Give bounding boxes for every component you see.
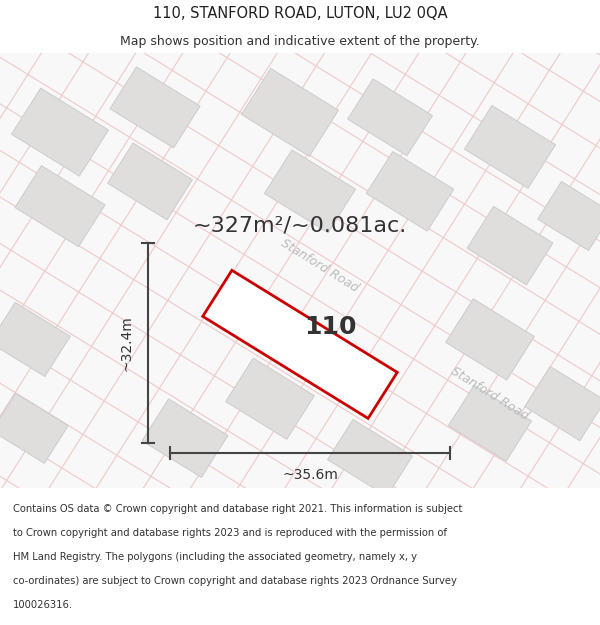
- Polygon shape: [15, 166, 105, 247]
- Text: 100026316.: 100026316.: [13, 600, 73, 610]
- Text: co-ordinates) are subject to Crown copyright and database rights 2023 Ordnance S: co-ordinates) are subject to Crown copyr…: [13, 576, 457, 586]
- Text: Map shows position and indicative extent of the property.: Map shows position and indicative extent…: [120, 35, 480, 48]
- Polygon shape: [446, 299, 535, 380]
- Text: 110: 110: [304, 314, 356, 339]
- Polygon shape: [242, 68, 338, 156]
- Polygon shape: [107, 143, 193, 220]
- Text: Stanford Road: Stanford Road: [279, 236, 361, 294]
- Text: ~32.4m: ~32.4m: [119, 315, 133, 371]
- Text: HM Land Registry. The polygons (including the associated geometry, namely x, y: HM Land Registry. The polygons (includin…: [13, 552, 417, 562]
- Polygon shape: [265, 150, 356, 232]
- Text: ~327m²/~0.081ac.: ~327m²/~0.081ac.: [193, 216, 407, 236]
- Polygon shape: [0, 302, 70, 376]
- Polygon shape: [203, 271, 397, 418]
- Polygon shape: [110, 67, 200, 148]
- Text: 110, STANFORD ROAD, LUTON, LU2 0QA: 110, STANFORD ROAD, LUTON, LU2 0QA: [152, 6, 448, 21]
- Polygon shape: [0, 393, 68, 463]
- Text: to Crown copyright and database rights 2023 and is reproduced with the permissio: to Crown copyright and database rights 2…: [13, 528, 447, 538]
- Text: Stanford Road: Stanford Road: [449, 364, 531, 423]
- Polygon shape: [366, 152, 454, 231]
- Polygon shape: [11, 88, 109, 176]
- Polygon shape: [142, 399, 228, 478]
- Text: Contains OS data © Crown copyright and database right 2021. This information is : Contains OS data © Crown copyright and d…: [13, 504, 463, 514]
- Polygon shape: [347, 79, 433, 156]
- Polygon shape: [525, 366, 600, 441]
- Polygon shape: [467, 206, 553, 285]
- Polygon shape: [226, 358, 314, 439]
- Polygon shape: [538, 181, 600, 251]
- Text: ~35.6m: ~35.6m: [282, 468, 338, 482]
- Polygon shape: [328, 419, 412, 496]
- Polygon shape: [448, 386, 532, 461]
- Polygon shape: [464, 106, 556, 188]
